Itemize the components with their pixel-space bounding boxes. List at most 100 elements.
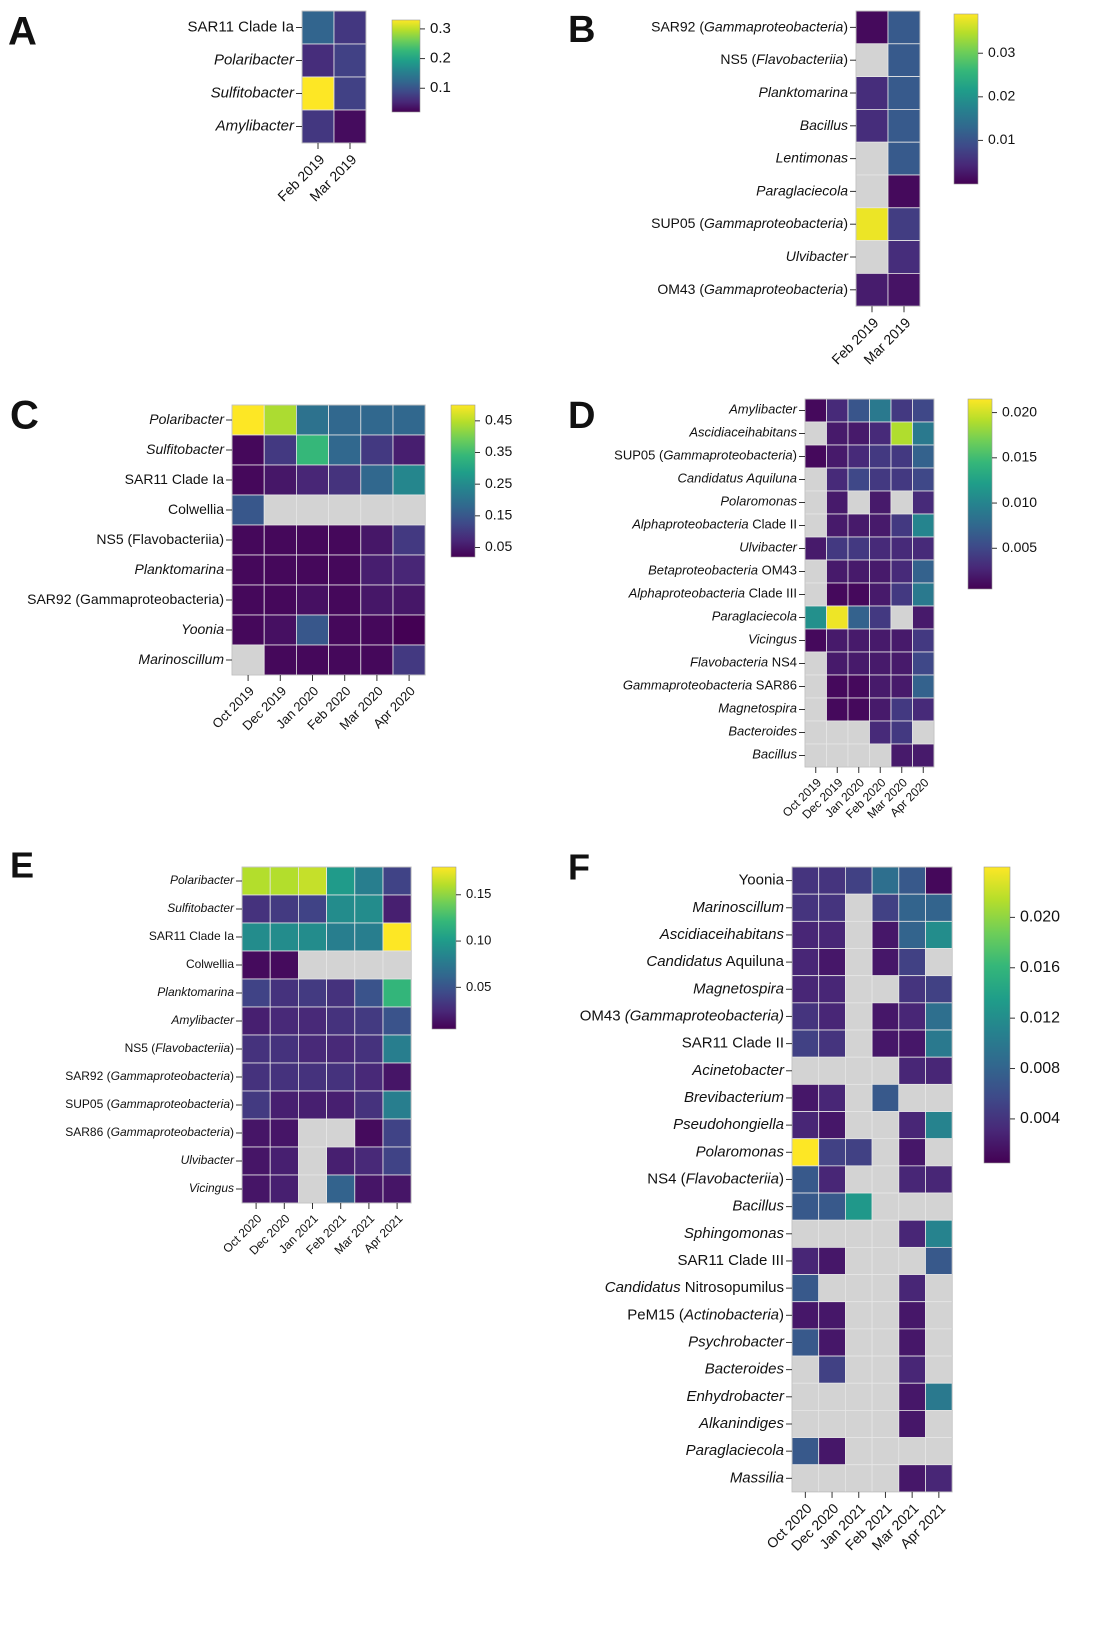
colorbar-tick-label-c-1: 0.15 <box>485 507 512 523</box>
cell-c-r3-c0 <box>231 494 265 526</box>
row-label-e-2: SAR11 Clade Ia <box>149 929 234 943</box>
cell-e-r8-c0 <box>241 1090 271 1120</box>
cell-d-r11-c0 <box>804 651 827 676</box>
row-label-c-2: SAR11 Clade Ia <box>125 471 225 487</box>
cell-e-r3-c1 <box>269 950 299 980</box>
row-label-c-5: Planktomarina <box>135 561 225 577</box>
row-label-b-3: Bacillus <box>800 117 848 133</box>
cell-e-r7-c1 <box>269 1062 299 1092</box>
cell-f-r19-c1 <box>818 1382 846 1411</box>
cell-b-r5-c1 <box>887 174 921 209</box>
cell-b-r1-c0 <box>855 43 889 77</box>
cell-e-r6-c3 <box>326 1034 356 1064</box>
cell-b-r1-c1 <box>887 43 921 77</box>
row-label-c-0: Polaribacter <box>149 411 225 427</box>
cell-f-r7-c0 <box>791 1056 820 1085</box>
cell-c-r1-c2 <box>295 434 329 466</box>
cell-d-r4-c3 <box>869 490 892 515</box>
cell-f-r0-c2 <box>845 866 873 895</box>
cell-e-r0-c1 <box>269 866 299 896</box>
cell-d-r7-c2 <box>847 559 870 584</box>
cell-f-r7-c3 <box>871 1056 900 1085</box>
cell-d-r8-c3 <box>869 582 892 607</box>
cell-c-r2-c1 <box>263 464 297 496</box>
row-label-d-8: Alphaproteobacteria Clade III <box>628 586 797 601</box>
cell-e-r6-c4 <box>354 1034 384 1064</box>
cell-c-r8-c5 <box>392 644 426 676</box>
cell-d-r4-c4 <box>890 490 913 515</box>
row-label-f-5: OM43 (Gammaproteobacteria) <box>580 1007 784 1024</box>
row-label-c-7: Yoonia <box>181 621 224 637</box>
cell-d-r7-c4 <box>890 559 913 584</box>
row-label-d-9: Paraglaciecola <box>712 609 797 624</box>
cell-f-r4-c3 <box>871 975 900 1004</box>
colorbar-tick-label-d-0: 0.005 <box>1002 539 1037 555</box>
cell-c-r3-c3 <box>328 494 362 526</box>
cell-f-r0-c5 <box>925 866 953 895</box>
cell-b-r7-c0 <box>855 240 889 274</box>
cell-f-r2-c2 <box>845 920 873 949</box>
cell-e-r7-c5 <box>382 1062 412 1092</box>
cell-e-r7-c3 <box>326 1062 356 1092</box>
cell-d-r2-c5 <box>912 444 935 469</box>
row-label-d-1: Ascidiaceihabitans <box>688 425 797 440</box>
cell-d-r14-c3 <box>869 720 892 745</box>
cell-f-r19-c4 <box>898 1382 926 1411</box>
cell-f-r5-c1 <box>818 1002 846 1031</box>
cell-e-r1-c3 <box>326 894 356 924</box>
cell-d-r14-c0 <box>804 720 827 745</box>
cell-b-r2-c0 <box>855 76 889 110</box>
cell-e-r0-c4 <box>354 866 384 896</box>
cell-f-r15-c1 <box>818 1274 846 1303</box>
row-label-a-1: Polaribacter <box>214 51 295 68</box>
cell-f-r9-c4 <box>898 1111 926 1140</box>
cell-c-r4-c1 <box>263 524 297 556</box>
row-label-f-12: Bacillus <box>732 1198 784 1215</box>
cell-f-r5-c2 <box>845 1002 873 1031</box>
cell-e-r3-c4 <box>354 950 384 980</box>
cell-f-r15-c0 <box>791 1274 820 1303</box>
cell-d-r15-c2 <box>847 743 870 768</box>
cell-f-r16-c0 <box>791 1301 820 1330</box>
cell-c-r5-c3 <box>328 554 362 586</box>
cell-f-r9-c1 <box>818 1111 846 1140</box>
cell-f-r15-c3 <box>871 1274 900 1303</box>
cell-e-r0-c5 <box>382 866 412 896</box>
cell-d-r8-c2 <box>847 582 870 607</box>
heatmap-panel-E: E Polaribacter Sulfitobacter SAR11 Clade Ia… <box>10 845 491 1258</box>
cell-d-r7-c3 <box>869 559 892 584</box>
cell-a-r0-c0 <box>301 10 335 45</box>
colorbar-tick-label-d-2: 0.015 <box>1002 449 1037 465</box>
cell-f-r17-c4 <box>898 1328 926 1357</box>
cell-f-r14-c1 <box>818 1246 846 1275</box>
cell-f-r11-c1 <box>818 1165 846 1194</box>
cell-d-r14-c1 <box>826 720 849 745</box>
cell-d-r4-c5 <box>912 490 935 515</box>
cell-f-r21-c5 <box>925 1437 953 1466</box>
cell-e-r5-c0 <box>241 1006 271 1036</box>
cell-e-r11-c0 <box>241 1174 271 1204</box>
cell-e-r11-c5 <box>382 1174 412 1204</box>
cell-f-r3-c3 <box>871 948 900 977</box>
cell-c-r1-c4 <box>360 434 394 466</box>
grid-frame-d <box>804 398 935 768</box>
row-label-c-3: Colwellia <box>168 501 224 517</box>
cell-c-r4-c0 <box>231 524 265 556</box>
cell-d-r3-c5 <box>912 467 935 492</box>
row-label-e-10: Ulvibacter <box>181 1153 235 1167</box>
cell-d-r7-c0 <box>804 559 827 584</box>
row-label-f-17: Psychrobacter <box>688 1333 785 1350</box>
colorbar-tick-label-c-2: 0.25 <box>485 475 512 491</box>
cell-d-r2-c0 <box>804 444 827 469</box>
cell-f-r10-c5 <box>925 1138 953 1167</box>
colorbar-tick-label-b-1: 0.02 <box>988 88 1015 104</box>
cell-f-r21-c0 <box>791 1437 820 1466</box>
cell-e-r4-c1 <box>269 978 299 1008</box>
cell-f-r7-c5 <box>925 1056 953 1085</box>
cell-e-r1-c0 <box>241 894 271 924</box>
colorbar-tick-label-f-2: 0.012 <box>1020 1009 1060 1026</box>
row-label-d-11: Flavobacteria NS4 <box>690 655 797 670</box>
cell-f-r18-c0 <box>791 1355 820 1384</box>
cell-e-r10-c3 <box>326 1146 356 1176</box>
colorbar-d <box>967 398 993 590</box>
